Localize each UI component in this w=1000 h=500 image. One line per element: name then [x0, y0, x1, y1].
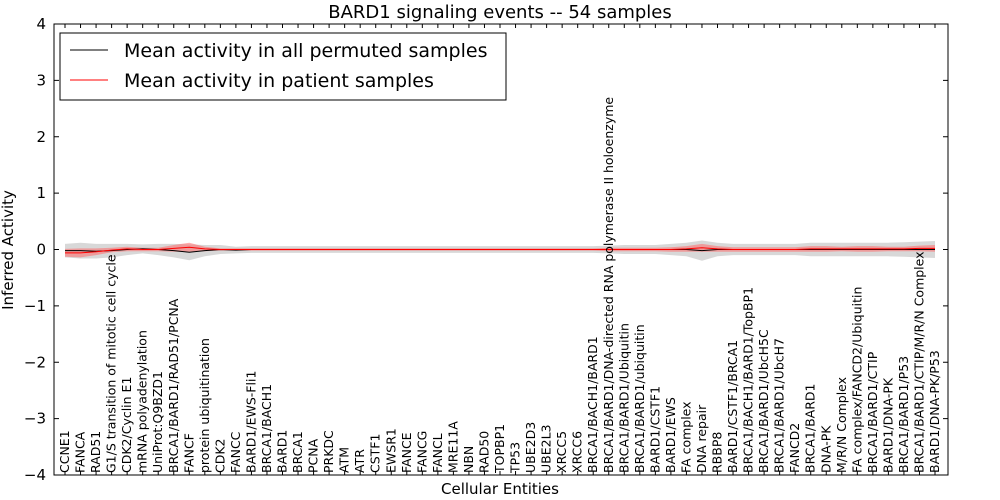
y-tick-label: −3 — [24, 410, 46, 428]
x-tick-label: M/R/N Complex — [834, 377, 849, 473]
y-axis-title: Inferred Activity — [0, 190, 17, 310]
x-tick-label: BRCA1 — [290, 431, 305, 473]
x-axis-title: Cellular Entities — [441, 480, 559, 498]
x-tick-label: TOPBP1 — [492, 424, 507, 474]
x-tick-label: BARD1/DNA-PK/P53 — [927, 350, 942, 473]
x-tick-label: XRCC5 — [554, 431, 569, 473]
x-tick-label: FA complex/FANCD2/Ubiquitin — [849, 287, 864, 473]
y-tick-label: −1 — [24, 297, 46, 315]
x-tick-label: FANCF — [181, 433, 196, 473]
x-tick-label: BRCA1/BARD1/Ubiquitin — [616, 323, 631, 473]
y-tick-label: −2 — [24, 353, 46, 371]
band-permuted — [65, 240, 935, 261]
y-tick-label: 4 — [36, 15, 46, 33]
x-tick-label: mRNA polyadenylation — [135, 330, 150, 473]
x-tick-label: TP53 — [508, 442, 523, 474]
x-tick-label: DNA repair — [694, 404, 709, 473]
x-tick-label: NBN — [461, 446, 476, 473]
x-tick-label: BARD1/EWS — [663, 397, 678, 473]
legend-label-patient: Mean activity in patient samples — [124, 70, 434, 92]
x-tick-label: BARD1 — [275, 430, 290, 473]
x-tick-label: BRCA1/BARD1/RAD51/PCNA — [166, 298, 181, 473]
y-tick-label: 0 — [36, 241, 46, 259]
x-tick-label: CSTF1 — [368, 434, 383, 473]
x-tick-label: PCNA — [306, 438, 321, 473]
x-tick-label: FANCL — [430, 433, 445, 473]
x-tick-label: BRCA1/BARD1/CTIP/M/R/N Complex — [912, 251, 927, 473]
y-axis: −4 −3 −2 −1 0 1 2 3 4 — [24, 15, 948, 484]
legend-box — [59, 32, 507, 101]
x-tick-label: ATR — [352, 449, 367, 473]
x-tick-label: FANCD2 — [787, 423, 802, 473]
x-tick-label: BRCA1/BARD1/UbcH7 — [772, 338, 787, 473]
x-axis: CCNE1 FANCA RAD51 G1/S transition of mitoti… — [57, 24, 942, 475]
chart-title: BARD1 signaling events -- 54 samples — [328, 2, 672, 23]
x-tick-label: BRCA1/BACH1 — [259, 384, 274, 473]
series-line-patient — [65, 246, 935, 254]
x-tick-label: UBE2D3 — [523, 422, 538, 473]
x-tick-label: BARD1/CSTF1/BRCA1 — [725, 340, 740, 473]
x-tick-label: FANCA — [73, 431, 88, 473]
band-patient — [65, 242, 935, 258]
x-tick-label: BARD1/CSTF1 — [647, 386, 662, 473]
x-tick-label: FANCE — [399, 432, 414, 473]
band-layer — [65, 240, 935, 261]
x-tick-label: RAD50 — [477, 431, 492, 473]
series-layer — [65, 246, 935, 254]
x-tick-label: G1/S transition of mitotic cell cycle — [104, 254, 119, 473]
x-tick-label: EWSR1 — [383, 428, 398, 473]
legend-label-permuted: Mean activity in all permuted samples — [124, 40, 487, 62]
x-tick-label: UniProt:Q9BZD1 — [150, 371, 165, 473]
x-tick-label: BRCA1/BARD1/CTIP — [865, 351, 880, 473]
y-tick-label: −4 — [24, 466, 46, 484]
legend: Mean activity in all permuted samples Me… — [59, 32, 507, 101]
x-tick-label: BRCA1/BARD1/DNA-directed RNA polymerase … — [601, 97, 616, 473]
x-tick-label: CCNE1 — [57, 430, 72, 473]
x-tick-label: DNA-PK — [818, 425, 833, 473]
x-tick-label: BARD1/DNA-PK — [880, 377, 895, 473]
x-tick-label: BARD1/EWS-Fli1 — [243, 371, 258, 473]
x-tick-label: FANCG — [414, 431, 429, 473]
x-tick-label: CDK2/Cyclin E1 — [119, 377, 134, 473]
y-tick-label: 1 — [36, 184, 46, 202]
x-tick-label: UBE2L3 — [539, 425, 554, 474]
x-tick-label: PRKDC — [321, 430, 336, 473]
x-tick-label: ATM — [337, 447, 352, 473]
x-tick-label: FANCC — [228, 431, 243, 473]
x-tick-label: RAD51 — [88, 431, 103, 473]
x-tick-label: RBBP8 — [710, 432, 725, 473]
x-tick-label: protein ubiquitination — [197, 338, 212, 473]
x-tick-label: BRCA1/BARD1/UbcH5C — [756, 329, 771, 473]
x-tick-label: MRE11A — [445, 421, 460, 473]
x-tick-label: FA complex — [678, 401, 693, 473]
y-tick-label: 2 — [36, 128, 46, 146]
x-tick-label: BRCA1/BACH1/BARD1 — [585, 336, 600, 473]
x-tick-label: BRCA1/BARD1 — [803, 384, 818, 473]
x-tick-label: XRCC6 — [570, 431, 585, 473]
x-tick-label: BRCA1/BACH1/BARD1/TopBP1 — [741, 287, 756, 473]
x-tick-label: BRCA1/BARD1/ubiquitin — [632, 324, 647, 473]
x-tick-label: CDK2 — [212, 438, 227, 473]
x-tick-label: BRCA1/BARD1/P53 — [896, 356, 911, 473]
y-tick-label: 3 — [36, 71, 46, 89]
